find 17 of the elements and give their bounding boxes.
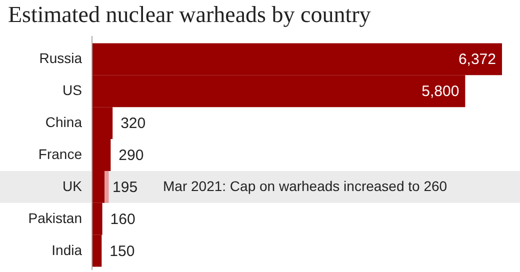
y-tick-label: France: [38, 146, 82, 162]
data-label: 320: [120, 115, 146, 132]
y-tick-label: US: [62, 82, 82, 98]
data-label: 5,800: [422, 83, 460, 100]
data-label: 195: [112, 178, 138, 196]
data-label: 290: [118, 147, 144, 164]
y-tick-label: India: [52, 242, 82, 258]
y-tick-label: China: [45, 114, 82, 130]
y-tick-label: UK: [62, 178, 83, 194]
data-label: 6,372: [458, 51, 496, 68]
data-label: 150: [110, 242, 135, 260]
data-label: 160: [110, 210, 136, 228]
y-tick-label: Russia: [39, 50, 82, 66]
bar: [104, 170, 109, 203]
y-tick-label: Pakistan: [28, 210, 82, 226]
chart-title: Estimated nuclear warheads by country: [8, 2, 372, 27]
band-label: Mar 2021: Cap on warheads increased to 260: [163, 178, 448, 194]
